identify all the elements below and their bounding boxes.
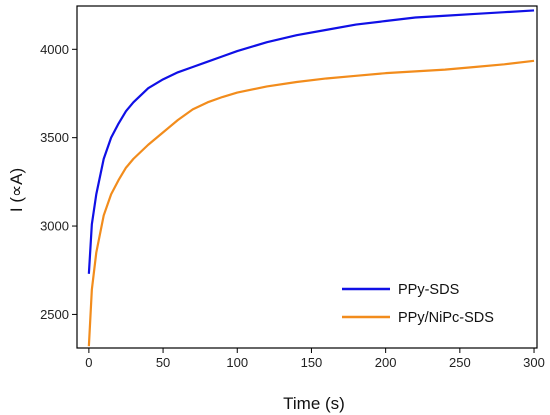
x-tick-label: 100 xyxy=(226,355,248,370)
legend: PPy-SDS PPy/NiPc-SDS xyxy=(342,282,494,326)
y-tick-label: 4000 xyxy=(40,42,69,57)
series-line-ppy-nipc-sds xyxy=(87,59,535,347)
y-tick-label: 2500 xyxy=(40,307,69,322)
x-tick-label: 200 xyxy=(375,355,397,370)
y-tick-label: 3500 xyxy=(40,130,69,145)
x-tick-label: 250 xyxy=(449,355,471,370)
plot-frame xyxy=(76,5,538,349)
series-layer xyxy=(87,9,535,347)
x-tick-label: 150 xyxy=(301,355,323,370)
x-tick-label: 300 xyxy=(523,355,545,370)
x-tick-label: 50 xyxy=(156,355,170,370)
series-line-ppy-sds xyxy=(87,9,535,274)
x-axis-label: Time (s) xyxy=(283,394,345,413)
axes-layer xyxy=(76,5,538,349)
y-tick-label: 3000 xyxy=(40,219,69,234)
legend-label: PPy-SDS xyxy=(398,282,459,298)
legend-label: PPy/NiPc-SDS xyxy=(398,310,494,326)
x-tick-label: 0 xyxy=(85,355,92,370)
y-axis-label: I (∝A) xyxy=(7,168,26,212)
ticks-layer: 0 50 100 150 200 250 300 2500 3000 3500 4000 xyxy=(40,42,545,370)
